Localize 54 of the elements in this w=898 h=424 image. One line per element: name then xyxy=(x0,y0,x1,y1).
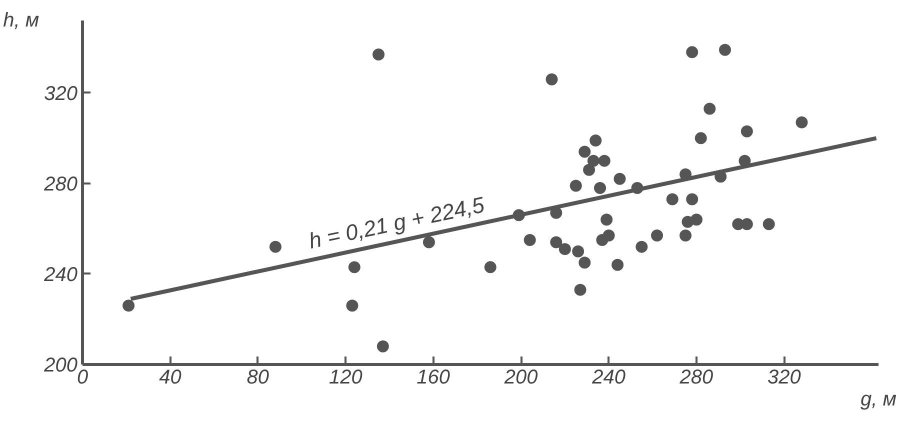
x-tick-label: 40 xyxy=(159,366,182,388)
point xyxy=(614,172,626,185)
y-tick-label: 240 xyxy=(43,264,78,286)
x-tick-label: 240 xyxy=(591,366,626,388)
point xyxy=(740,125,753,138)
point xyxy=(690,214,702,226)
point xyxy=(686,193,698,206)
x-tick-label: 320 xyxy=(768,366,801,388)
point xyxy=(704,102,716,115)
point xyxy=(578,256,591,269)
x-tick-label: 200 xyxy=(503,366,538,388)
point xyxy=(686,46,698,58)
point xyxy=(594,182,606,194)
point xyxy=(587,154,600,167)
point xyxy=(484,261,496,274)
point xyxy=(346,300,358,312)
point xyxy=(719,44,731,56)
point xyxy=(269,240,282,253)
y-axis-title: h, м xyxy=(3,10,40,32)
point xyxy=(578,146,591,158)
point xyxy=(376,340,389,352)
x-axis-title: g, м xyxy=(860,388,897,410)
y-tick-label: 280 xyxy=(43,173,78,196)
point xyxy=(590,134,602,146)
x-tick-label: 120 xyxy=(328,366,362,388)
point xyxy=(680,230,692,242)
point xyxy=(550,236,562,248)
point xyxy=(762,218,775,230)
point xyxy=(122,300,135,312)
point xyxy=(558,243,571,256)
point xyxy=(666,193,678,206)
point xyxy=(636,240,648,253)
point xyxy=(422,236,435,248)
y-tick-label: 320 xyxy=(44,82,78,105)
point xyxy=(574,284,586,296)
point xyxy=(602,230,615,242)
point xyxy=(651,230,664,242)
point xyxy=(546,73,558,86)
x-tick-label: 280 xyxy=(678,366,714,388)
point xyxy=(348,261,360,274)
point xyxy=(694,132,707,144)
point xyxy=(598,154,610,167)
x-tick-label: 80 xyxy=(246,366,270,388)
annotation: h = 0,21 g + 224,5 xyxy=(306,192,488,254)
point xyxy=(600,214,613,226)
point xyxy=(372,48,385,60)
point xyxy=(572,245,584,258)
x-tick-label: 160 xyxy=(416,366,450,388)
point xyxy=(583,164,596,176)
point xyxy=(570,180,582,192)
point xyxy=(796,116,808,128)
point xyxy=(612,258,624,271)
x-tick-label: 0 xyxy=(76,366,88,388)
point xyxy=(524,234,536,246)
